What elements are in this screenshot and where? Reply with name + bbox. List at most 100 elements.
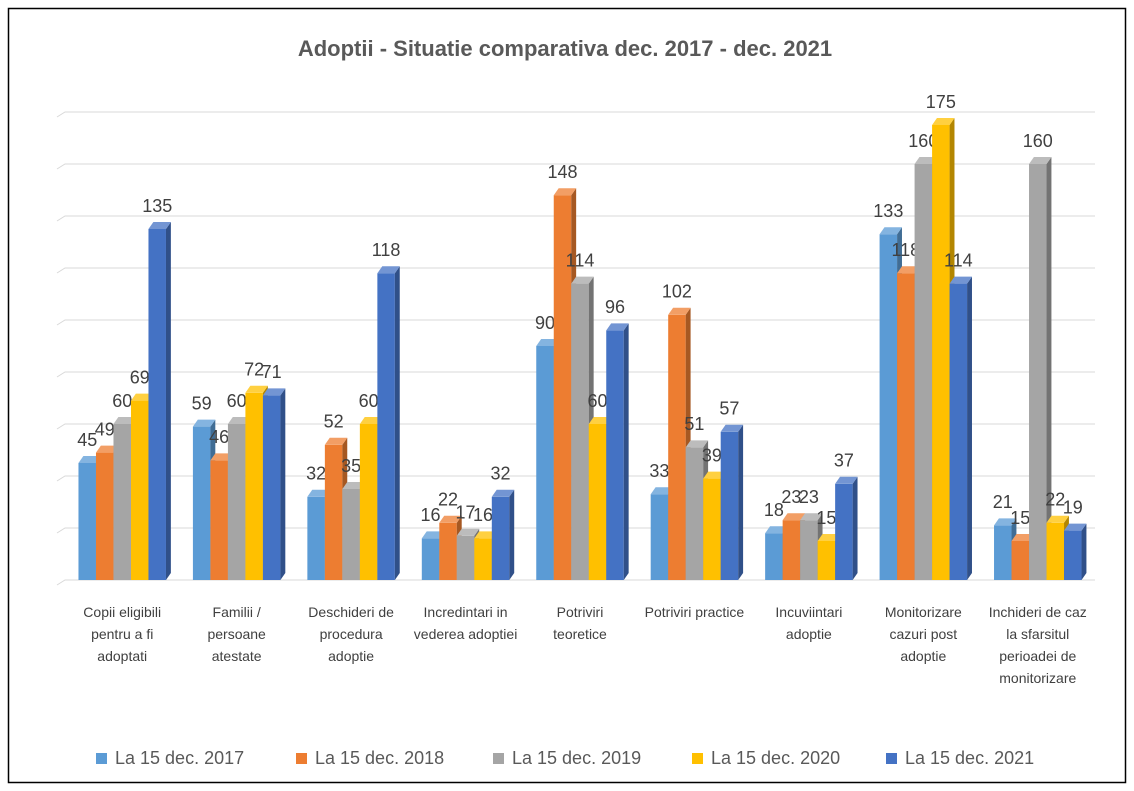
data-label: 60	[587, 391, 607, 411]
bar-side	[967, 276, 972, 580]
bar-top	[536, 339, 559, 346]
bar-front	[765, 533, 783, 580]
bar	[1064, 523, 1087, 580]
bar	[491, 489, 515, 580]
bar-top	[685, 440, 709, 448]
bar	[720, 424, 744, 580]
data-label: 22	[438, 490, 458, 510]
bar-front	[835, 483, 853, 580]
bar-front	[192, 426, 211, 580]
data-label: 102	[662, 282, 692, 302]
bar-front	[210, 460, 228, 580]
data-label: 19	[1063, 497, 1083, 517]
bar-front	[932, 125, 950, 580]
x-tick-label: Copii eligibili pentru a fi adoptati	[83, 604, 162, 664]
data-label: 51	[684, 414, 704, 434]
bar-side	[738, 424, 744, 580]
x-tick-label: Potriviri teoretice	[553, 604, 607, 642]
data-label: 21	[993, 492, 1013, 512]
data-label: 175	[926, 92, 956, 112]
data-label: 72	[244, 360, 264, 380]
bar-top	[897, 266, 920, 274]
bar-top	[245, 385, 268, 393]
bar-side	[852, 476, 858, 580]
bar-top	[914, 157, 937, 164]
bar-front	[1011, 541, 1030, 580]
bar-top	[782, 513, 806, 521]
data-label: 37	[834, 451, 854, 471]
bar	[949, 276, 972, 580]
bar-front	[491, 496, 510, 580]
x-tick-label: Familii / persoane atestate	[207, 604, 266, 664]
bar-top	[1029, 157, 1052, 164]
bar-top	[588, 417, 612, 424]
bar-top	[192, 419, 216, 427]
bar-front	[245, 392, 263, 580]
data-label: 15	[816, 508, 836, 528]
bar-front	[949, 283, 968, 580]
x-tick-label: Monitorizare cazuri post adoptie	[884, 604, 962, 664]
legend-label: La 15 dec. 2017	[115, 748, 244, 768]
bar-side	[509, 489, 515, 580]
bar-top	[78, 456, 101, 463]
grid-line	[56, 319, 1095, 326]
bar-side	[280, 388, 286, 580]
bar-front	[78, 463, 96, 580]
bar-side	[1046, 157, 1052, 580]
bar-top	[571, 276, 594, 284]
data-label: 160	[908, 131, 938, 151]
bar-front	[421, 538, 440, 580]
bar-front	[703, 478, 721, 580]
grid-line	[56, 579, 1095, 586]
bar-top	[1046, 515, 1069, 523]
bar-side	[1081, 523, 1087, 580]
bar	[835, 476, 858, 580]
data-label: 148	[547, 162, 577, 182]
data-label: 114	[944, 250, 973, 270]
data-label: 35	[341, 456, 361, 476]
bar-top	[227, 417, 251, 424]
data-label: 60	[112, 391, 132, 411]
data-label: 49	[95, 419, 115, 439]
x-tick-label: Incredintari in vederea adoptiei	[413, 604, 518, 642]
data-label: 17	[456, 503, 476, 523]
bar-side	[394, 266, 400, 580]
bar-top	[703, 471, 726, 479]
bar-front	[571, 283, 589, 580]
bar-top	[130, 393, 154, 401]
bar-top	[95, 445, 119, 453]
bar-front	[994, 525, 1012, 580]
bar-top	[439, 515, 462, 523]
bar-front	[1046, 522, 1065, 580]
bar-front	[1064, 530, 1082, 580]
bar-top	[307, 489, 330, 497]
data-label: 96	[605, 297, 625, 317]
bar-front	[95, 452, 114, 580]
bar-top	[474, 531, 497, 539]
data-label: 52	[324, 412, 344, 432]
data-label: 32	[491, 464, 511, 484]
data-label: 57	[719, 399, 739, 419]
x-tick-label: Deschideri de procedura adoptie	[308, 604, 394, 664]
bar-side	[623, 323, 629, 580]
x-tick-label: Inchideri de caz la sfarsitul perioadei …	[988, 604, 1087, 686]
bar-front	[720, 431, 739, 580]
legend-label: La 15 dec. 2019	[512, 748, 641, 768]
data-label: 69	[130, 367, 150, 387]
data-label: 32	[306, 464, 326, 484]
data-label: 60	[227, 391, 247, 411]
chart-title: Adoptii - Situatie comparativa dec. 2017…	[298, 36, 832, 61]
x-tick-label: Incuviintari adoptie	[775, 604, 843, 642]
grid-line	[56, 423, 1095, 430]
data-label: 118	[372, 240, 401, 260]
bar-front	[914, 164, 933, 580]
data-label: 90	[535, 313, 555, 333]
bar-front	[553, 195, 572, 580]
bar-front	[474, 538, 492, 580]
data-label: 23	[799, 487, 819, 507]
bar-front	[897, 273, 915, 580]
grid-line	[56, 215, 1095, 222]
data-label: 33	[649, 461, 669, 481]
legend-label: La 15 dec. 2021	[905, 748, 1034, 768]
